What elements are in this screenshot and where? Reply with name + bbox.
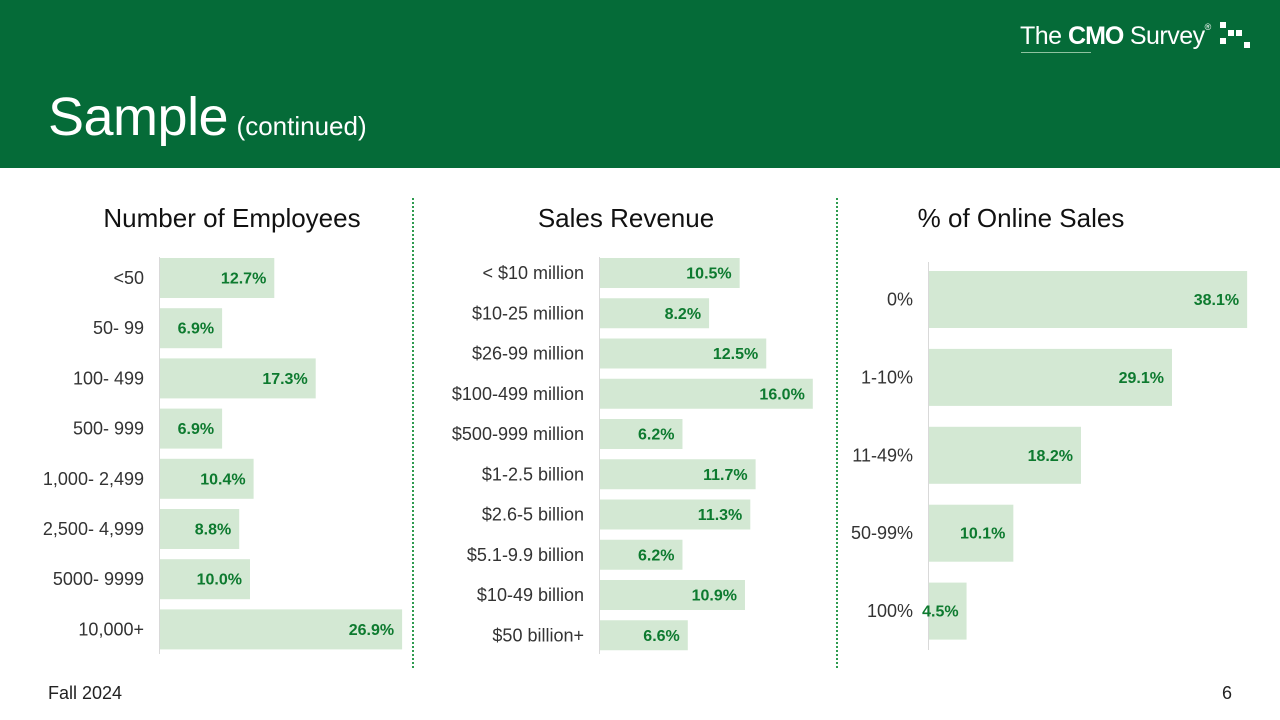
logo-suffix: Survey <box>1129 22 1205 50</box>
employees-bar <box>160 559 250 600</box>
logo-underline <box>1021 52 1091 53</box>
panel-divider <box>412 198 414 668</box>
employees-bar <box>160 458 254 499</box>
employees-category-label: <50 <box>113 268 144 288</box>
revenue-category-label: $5.1-9.9 billion <box>467 545 584 565</box>
revenue-category-label: $10-49 billion <box>477 585 584 605</box>
employees-category-label: 2,500- 4,999 <box>43 519 144 539</box>
online-sales-category-label: 0% <box>887 290 913 310</box>
logo-dot-icon <box>1220 38 1226 44</box>
employees-bar <box>160 258 275 298</box>
footer-season: Fall 2024 <box>48 683 123 703</box>
revenue-bar <box>600 298 710 329</box>
employees-category-label: 1,000- 2,499 <box>43 469 144 489</box>
online-sales-category-label: 1-10% <box>861 367 913 387</box>
page-number: 6 <box>1221 683 1232 703</box>
online-sales-bar <box>929 582 967 640</box>
revenue-category-label: $10-25 million <box>472 303 584 323</box>
logo-dot-icon <box>1244 42 1250 48</box>
page-title: Sample (continued) <box>48 86 367 148</box>
employees-value-label: 6.9% <box>178 421 214 438</box>
revenue-value-label: 12.5% <box>713 346 758 363</box>
revenue-value-label: 6.2% <box>638 547 674 564</box>
employees-category-label: 50- 99 <box>93 318 144 338</box>
online-sales-category-label: 11-49% <box>852 445 913 465</box>
online-sales-value-label: 4.5% <box>922 604 958 621</box>
cmo-survey-logo: The CMO Survey® <box>1020 20 1260 56</box>
employees-bar <box>160 358 316 399</box>
revenue-category-label: $2.6-5 billion <box>482 505 584 525</box>
online-sales-chart-title: % of Online Sales <box>917 203 1125 233</box>
online-sales-bar <box>929 426 1081 484</box>
revenue-chart: < $10 million 10.5% $10-25 million 8.2% $26-… <box>452 257 813 654</box>
employees-value-label: 6.9% <box>178 321 214 338</box>
revenue-value-label: 6.6% <box>643 628 679 645</box>
revenue-bar <box>600 499 751 530</box>
employees-value-label: 17.3% <box>262 371 307 388</box>
online-sales-bar <box>929 271 1248 328</box>
employees-bar <box>160 609 403 650</box>
logo-brand: CMO <box>1068 22 1124 50</box>
employees-bar <box>160 308 223 349</box>
online-sales-chart: 0% 38.1% 1-10% 29.1% 11-49% 18.2% 50-99% 10.1% 1… <box>851 262 1248 650</box>
revenue-bar <box>600 539 683 570</box>
online-sales-value-label: 29.1% <box>1119 370 1164 387</box>
employees-chart: <50 12.7% 50- 99 6.9% 100- 499 17.3% 500- 999 6… <box>43 257 403 654</box>
online-sales-category-label: 100% <box>867 601 913 621</box>
revenue-bar <box>600 419 683 449</box>
employees-category-label: 500- 999 <box>73 419 144 439</box>
revenue-category-label: $500-999 million <box>452 424 584 444</box>
logo-text: The CMO Survey® <box>1020 22 1211 51</box>
revenue-category-label: $26-99 million <box>472 344 584 364</box>
logo-prefix: The <box>1020 22 1062 50</box>
online-sales-value-label: 18.2% <box>1028 448 1073 465</box>
logo-registered: ® <box>1204 22 1212 32</box>
revenue-value-label: 10.9% <box>692 588 737 605</box>
revenue-value-label: 11.7% <box>703 467 747 484</box>
online-sales-value-label: 10.1% <box>960 526 1005 543</box>
revenue-bar <box>600 378 813 409</box>
revenue-category-label: $1-2.5 billion <box>482 464 584 484</box>
employees-bar <box>160 509 240 549</box>
online-sales-category-label: 50-99% <box>851 523 913 543</box>
online-sales-value-label: 38.1% <box>1194 292 1239 309</box>
revenue-category-label: $50 billion+ <box>492 625 584 645</box>
employees-value-label: 10.4% <box>200 471 245 488</box>
revenue-bar <box>600 580 745 610</box>
revenue-bar <box>600 620 688 651</box>
revenue-bar <box>600 258 740 288</box>
revenue-category-label: < $10 million <box>482 263 584 283</box>
revenue-value-label: 16.0% <box>759 386 804 403</box>
online-sales-bar <box>929 348 1172 406</box>
revenue-chart-title: Sales Revenue <box>537 203 715 233</box>
logo-dot-icon <box>1236 30 1242 36</box>
revenue-category-label: $100-499 million <box>452 384 584 404</box>
header-banner: Sample (continued) The CMO Survey® <box>0 0 1280 168</box>
employees-value-label: 12.7% <box>221 271 266 288</box>
logo-dot-icon <box>1228 30 1234 36</box>
revenue-bar <box>600 338 767 369</box>
revenue-value-label: 6.2% <box>638 427 674 444</box>
employees-category-label: 5000- 9999 <box>53 569 144 589</box>
revenue-bar <box>600 459 756 490</box>
revenue-value-label: 10.5% <box>686 266 731 283</box>
employees-category-label: 10,000+ <box>78 619 144 639</box>
title-subtitle: (continued) <box>236 111 367 141</box>
employees-chart-title: Number of Employees <box>103 203 361 233</box>
employees-value-label: 26.9% <box>349 622 394 639</box>
employees-bar <box>160 408 223 449</box>
logo-dot-icon <box>1220 22 1226 28</box>
employees-value-label: 10.0% <box>197 572 242 589</box>
revenue-value-label: 11.3% <box>698 507 742 524</box>
title-main: Sample <box>48 87 229 147</box>
revenue-value-label: 8.2% <box>665 306 701 323</box>
panel-divider <box>836 198 838 668</box>
online-sales-bar <box>929 504 1014 562</box>
employees-value-label: 8.8% <box>195 522 231 539</box>
employees-category-label: 100- 499 <box>73 368 144 388</box>
